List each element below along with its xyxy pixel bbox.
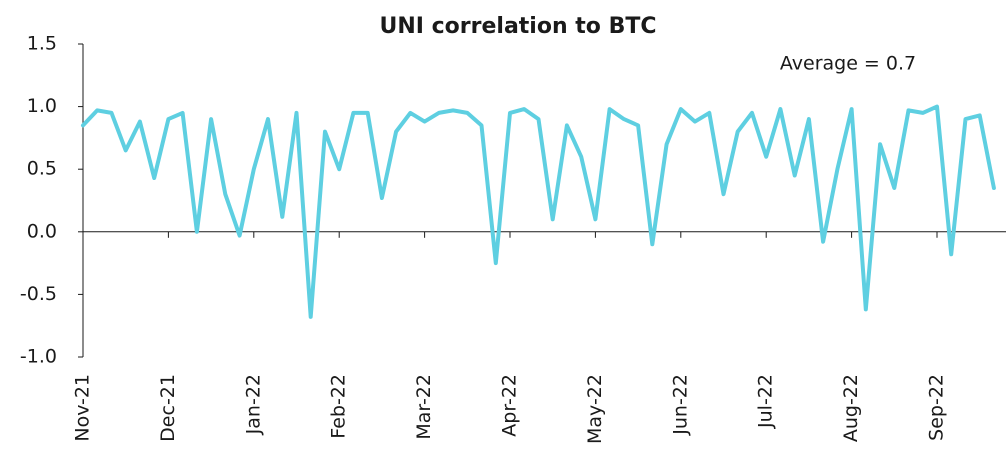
- x-tick-label: Jan-22: [242, 374, 264, 435]
- x-tick-label: Feb-22: [328, 374, 350, 439]
- x-tick-label: Jul-22: [755, 374, 777, 429]
- annotation: Average = 0.7: [780, 53, 916, 75]
- y-tick-label: 0.5: [27, 158, 57, 180]
- x-tick-label: Mar-22: [413, 374, 435, 440]
- x-tick-label: Nov-21: [72, 374, 94, 442]
- x-tick-label: Jun-22: [669, 374, 691, 436]
- x-tick-label: May-22: [584, 374, 606, 444]
- x-tick-label: Aug-22: [840, 374, 862, 442]
- y-tick-label: 0.0: [27, 220, 57, 242]
- y-tick-label: 1.0: [27, 95, 57, 117]
- y-tick-label: 1.5: [27, 33, 57, 55]
- chart-title: UNI correlation to BTC: [380, 14, 657, 39]
- x-tick-label: Sep-22: [926, 374, 948, 441]
- x-tick-label: Apr-22: [499, 374, 521, 437]
- line-series: [81, 104, 996, 319]
- y-tick-label: -1.0: [20, 346, 57, 368]
- x-tick-label: Dec-21: [157, 374, 179, 442]
- y-tick-label: -0.5: [20, 283, 57, 305]
